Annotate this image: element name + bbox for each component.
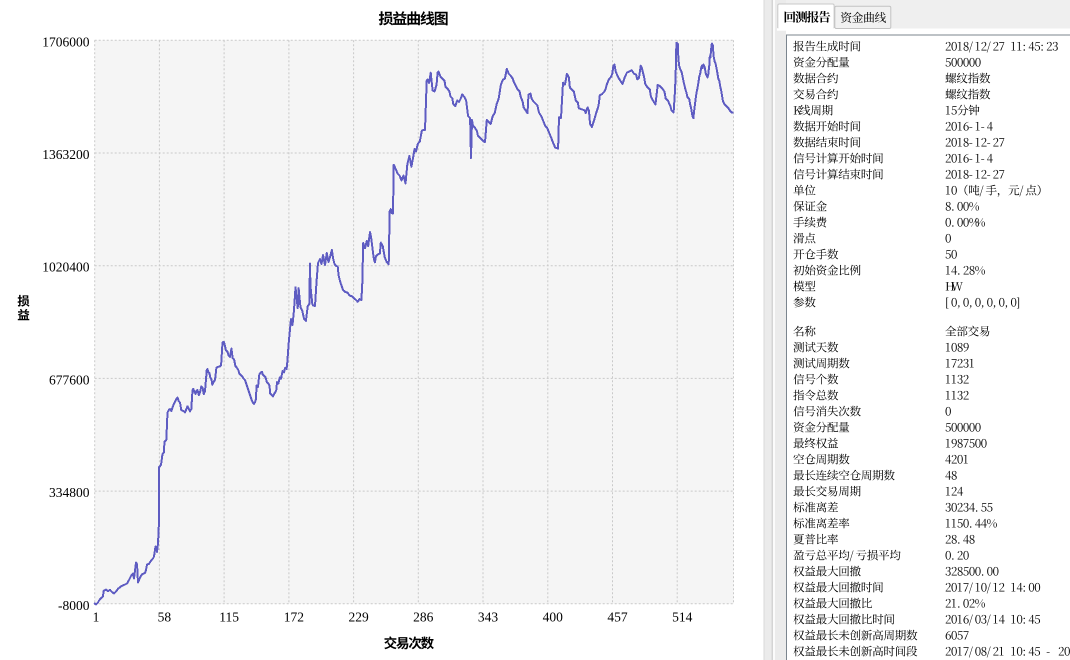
svg-text:1363200: 1363200 — [42, 147, 90, 162]
svg-text:343: 343 — [478, 610, 499, 625]
svg-text:229: 229 — [348, 610, 369, 625]
svg-text:58: 58 — [158, 610, 172, 625]
svg-text:286: 286 — [413, 610, 434, 625]
svg-text:-8000: -8000 — [58, 598, 90, 613]
svg-text:400: 400 — [543, 610, 564, 625]
svg-text:1706000: 1706000 — [42, 34, 90, 49]
svg-text:172: 172 — [284, 610, 304, 625]
svg-text:457: 457 — [607, 610, 628, 625]
svg-text:334800: 334800 — [49, 485, 90, 500]
svg-text:1020400: 1020400 — [42, 260, 90, 275]
svg-text:1: 1 — [93, 610, 100, 625]
svg-text:677600: 677600 — [49, 372, 90, 387]
svg-text:514: 514 — [672, 610, 693, 625]
svg-text:115: 115 — [219, 610, 239, 625]
